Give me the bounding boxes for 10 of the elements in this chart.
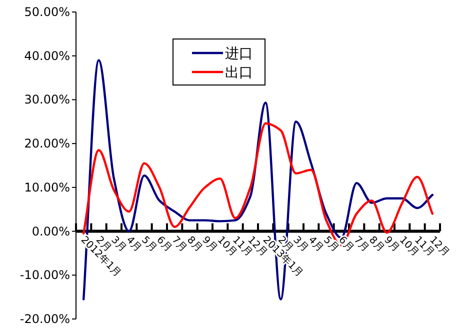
- y-tick-label: 50.00%: [24, 5, 70, 19]
- y-tick-label: 20.00%: [24, 136, 70, 151]
- y-tick-label: 10.00%: [24, 180, 70, 194]
- y-tick-label: -20.00%: [20, 312, 70, 326]
- y-tick-label: 30.00%: [24, 92, 70, 107]
- y-tick-label: -10.00%: [20, 268, 70, 282]
- y-tick-label: 0.00%: [32, 224, 70, 238]
- y-tick-label: 40.00%: [24, 48, 70, 63]
- legend-label: 出口: [225, 65, 253, 81]
- legend-label: 进口: [225, 46, 253, 62]
